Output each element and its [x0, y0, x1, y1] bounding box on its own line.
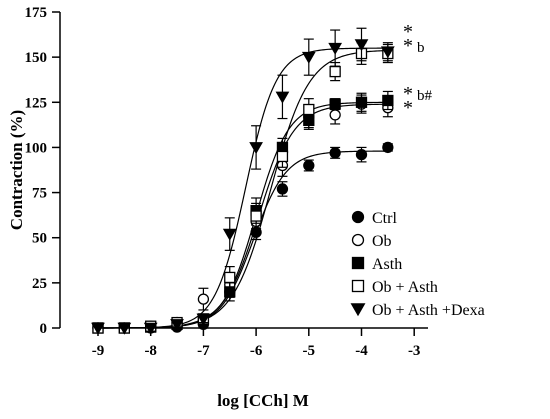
significance-annotation: * b# [403, 83, 433, 105]
y-tick-label: 0 [40, 321, 48, 337]
data-point [197, 293, 210, 305]
legend-label: Ob [372, 233, 392, 250]
y-tick-label: 125 [25, 95, 48, 111]
legend-item-asth: Asth [351, 256, 402, 273]
x-tick-label: -4 [355, 343, 368, 359]
data-point [303, 103, 315, 116]
y-tick-label: 175 [25, 5, 48, 21]
legend-marker [351, 279, 365, 293]
data-point [382, 94, 394, 107]
data-point [355, 96, 368, 108]
data-point [249, 142, 263, 155]
data-point [382, 141, 394, 154]
fit-curve-ob-asth-dexa [98, 47, 388, 329]
legend-label: Ctrl [372, 210, 397, 227]
axes: log [CCh] M Contraction (%) -9 -8 -7 -6 -5 -4… [7, 5, 428, 410]
legend: Ctrl Ob Asth Ob + Asth Ob + Asth +Dexa [350, 210, 485, 319]
data-point [170, 319, 184, 332]
data-point [224, 271, 236, 284]
legend-item-ob-asth: Ob + Asth [351, 279, 438, 296]
data-point [196, 313, 211, 326]
legend-label: Ob + Asth [372, 279, 438, 296]
data-point [276, 150, 289, 163]
significance-annotation: * [403, 97, 413, 119]
significance-annotation: * [403, 21, 413, 43]
x-tick-label: -5 [303, 343, 316, 359]
fit-curve-ob-asth [98, 49, 388, 329]
data-point [329, 147, 341, 159]
legend-marker [351, 256, 365, 270]
series-ob [92, 94, 394, 334]
x-tick-label: -6 [250, 343, 263, 359]
y-tick-label: 75 [32, 186, 47, 202]
fit-curve-ob [97, 103, 388, 329]
legend-marker [350, 303, 366, 317]
data-point [328, 42, 343, 55]
data-point [275, 91, 290, 104]
data-point [329, 98, 341, 110]
x-tick-label: -9 [92, 343, 105, 359]
x-tick-label: -3 [408, 343, 421, 359]
series-ob-asth-dexa [91, 27, 395, 335]
legend-item-ob: Ob [351, 233, 392, 250]
series-ctrl [92, 141, 394, 334]
significance-annotation: * b [403, 35, 425, 57]
x-tick-label: -7 [197, 343, 210, 359]
y-axis-title: Contraction (%) [7, 110, 26, 230]
legend-marker [351, 233, 365, 247]
data-point [380, 46, 395, 59]
data-point [276, 183, 289, 195]
x-axis-title: log [CCh] M [217, 391, 309, 410]
legend-marker [351, 210, 365, 224]
legend-item-ctrl: Ctrl [351, 210, 397, 227]
fit-curve-asth [97, 101, 388, 329]
y-tick-label: 25 [32, 276, 47, 292]
series-ob-asth [92, 42, 394, 334]
series-asth [92, 90, 394, 334]
data-point [354, 39, 369, 52]
data-point [329, 109, 341, 121]
fit-curve-ctrl [98, 150, 388, 329]
data-point [301, 51, 316, 64]
data-point [222, 228, 237, 241]
data-point [303, 159, 315, 172]
legend-item-ob-asth-dexa: Ob + Asth +Dexa [350, 302, 485, 319]
data-point [329, 65, 341, 78]
legend-label: Asth [372, 256, 402, 273]
y-tick-label: 50 [32, 231, 47, 247]
data-point [250, 210, 262, 222]
x-tick-label: -8 [144, 343, 157, 359]
y-tick-label: 150 [25, 50, 48, 66]
y-tick-label: 100 [25, 140, 48, 156]
data-point [355, 149, 368, 161]
legend-label: Ob + Asth +Dexa [372, 302, 485, 319]
